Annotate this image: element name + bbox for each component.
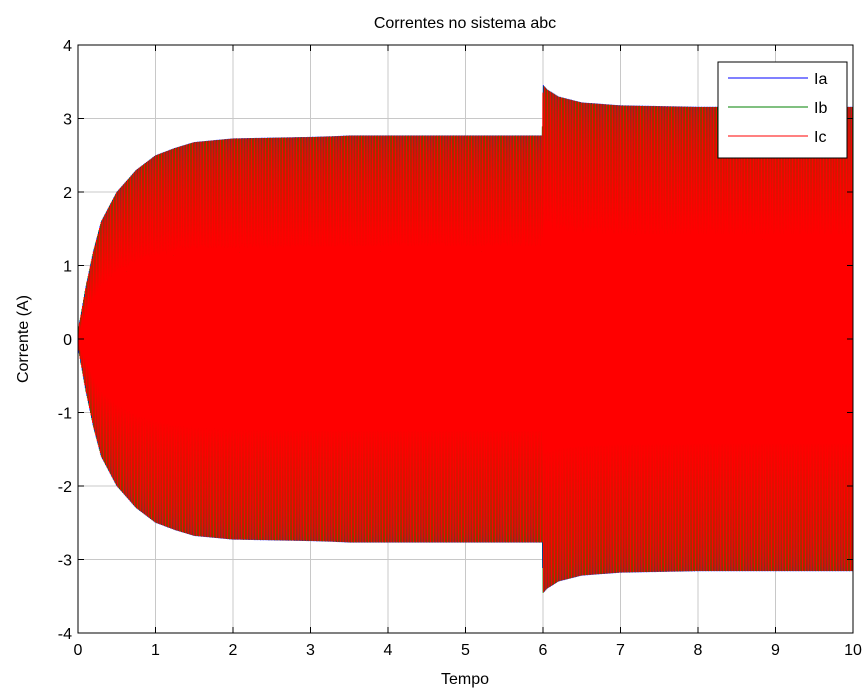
y-tick-label-7: 3 [63, 112, 72, 129]
x-tick-label-9: 9 [771, 642, 780, 659]
x-tick-label-7: 7 [616, 642, 625, 659]
x-tick-label-10: 10 [844, 642, 862, 659]
series-line-ic [78, 86, 853, 593]
y-tick-label-3: -1 [58, 406, 72, 423]
y-tick-label-5: 1 [63, 259, 72, 276]
x-tick-label-0: 0 [74, 642, 83, 659]
chart-title: Correntes no sistema abc [374, 15, 556, 32]
x-tick-label-1: 1 [151, 642, 160, 659]
axis-ticks: 0 1 2 3 4 5 6 7 8 9 10 -4 -3 -2 -1 0 1 2 3 4 [58, 38, 862, 659]
y-tick-label-4: 0 [63, 332, 72, 349]
y-tick-label-8: 4 [63, 38, 72, 55]
legend-label-ia: Ia [814, 71, 827, 88]
legend-label-ib: Ib [814, 100, 827, 117]
x-tick-label-6: 6 [539, 642, 548, 659]
x-tick-label-8: 8 [694, 642, 703, 659]
legend: Ia Ib Ic [717, 61, 848, 159]
signal-lines [78, 85, 853, 593]
y-tick-label-1: -3 [58, 553, 72, 570]
y-tick-label-0: -4 [58, 626, 72, 643]
x-tick-label-3: 3 [306, 642, 315, 659]
legend-box [717, 61, 848, 159]
legend-label-ic: Ic [814, 129, 826, 146]
x-tick-label-5: 5 [461, 642, 470, 659]
y-axis-label: Corrente (A) [15, 295, 32, 383]
x-tick-label-2: 2 [229, 642, 238, 659]
y-tick-label-2: -2 [58, 479, 72, 496]
x-axis-label: Tempo [441, 671, 489, 688]
y-tick-label-6: 2 [63, 185, 72, 202]
x-tick-label-4: 4 [384, 642, 393, 659]
